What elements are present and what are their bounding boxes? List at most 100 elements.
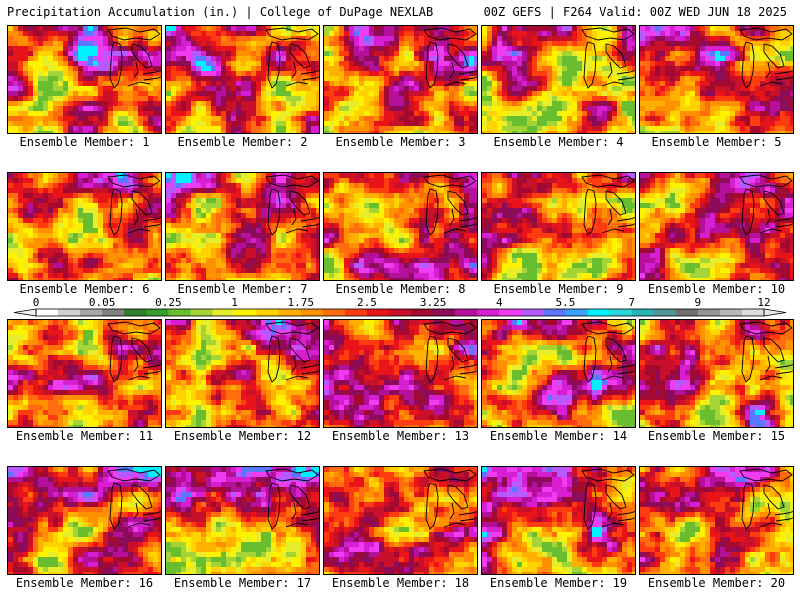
colorbar-swatch <box>455 309 478 316</box>
ensemble-member-map-15 <box>639 319 794 428</box>
ensemble-member-label: Ensemble Member: 5 <box>651 135 782 149</box>
precip-field <box>640 26 793 133</box>
precip-field <box>640 320 793 427</box>
precipitation-colorbar: 0 0.05 0.25 1 1.75 2.5 3.25 4 5.5 7 9 12 <box>13 296 787 317</box>
ensemble-member-map-12 <box>165 319 320 428</box>
colorbar-swatch <box>168 309 191 316</box>
precip-field <box>8 173 161 280</box>
ensemble-member-label: Ensemble Member: 7 <box>177 282 308 296</box>
great-lakes-outline <box>423 321 477 383</box>
ensemble-member-label: Ensemble Member: 19 <box>489 576 628 590</box>
great-lakes-outline <box>265 321 319 383</box>
precip-field <box>482 320 635 427</box>
ensemble-member-label: Ensemble Member: 20 <box>647 576 786 590</box>
colorbar-swatch <box>102 309 125 316</box>
ensemble-member-label: Ensemble Member: 6 <box>19 282 150 296</box>
ensemble-member-map-14 <box>481 319 636 428</box>
colorbar-swatch <box>300 309 324 316</box>
ensemble-member-label: Ensemble Member: 18 <box>331 576 470 590</box>
great-lakes-outline <box>581 321 635 383</box>
run-valid-time: 00Z GEFS | F264 Valid: 00Z WED JUN 18 20… <box>483 5 787 19</box>
colorbar-tick-label: 0 <box>33 296 40 309</box>
colorbar-swatch <box>675 309 699 316</box>
ensemble-member-map-11 <box>7 319 162 428</box>
colorbar-outline <box>35 308 765 317</box>
ensemble-member-label: Ensemble Member: 9 <box>493 282 624 296</box>
ensemble-member-map-1 <box>7 25 162 134</box>
precip-field <box>166 26 319 133</box>
ensemble-member-label: Ensemble Member: 16 <box>15 576 154 590</box>
colorbar-tick-label: 12 <box>757 296 770 309</box>
ensemble-member-label: Ensemble Member: 10 <box>647 282 786 296</box>
great-lakes-outline <box>265 468 319 530</box>
precip-field <box>640 467 793 574</box>
ensemble-member-label: Ensemble Member: 2 <box>177 135 308 149</box>
precip-field <box>640 173 793 280</box>
colorbar-swatch <box>543 309 566 316</box>
great-lakes-outline <box>423 468 477 530</box>
great-lakes-outline <box>107 321 161 383</box>
colorbar-swatch <box>411 309 434 316</box>
ensemble-member-map-17 <box>165 466 320 575</box>
precip-field <box>482 467 635 574</box>
colorbar-min-arrow <box>13 308 37 317</box>
colorbar-tick-label: 3.25 <box>420 296 447 309</box>
ensemble-member-label: Ensemble Member: 15 <box>647 429 786 443</box>
colorbar-swatch <box>256 309 279 316</box>
ensemble-member-label: Ensemble Member: 1 <box>19 135 150 149</box>
great-lakes-outline <box>423 174 477 236</box>
ensemble-member-map-8 <box>323 172 478 281</box>
precip-field <box>166 467 319 574</box>
ensemble-member-map-3 <box>323 25 478 134</box>
ensemble-member-map-18 <box>323 466 478 575</box>
colorbar-swatch <box>80 309 103 316</box>
colorbar-swatch <box>36 309 59 316</box>
great-lakes-outline <box>107 174 161 236</box>
ensemble-member-map-2 <box>165 25 320 134</box>
colorbar-swatch <box>58 309 81 316</box>
ensemble-member-map-4 <box>481 25 636 134</box>
colorbar-tick-label: 9 <box>695 296 702 309</box>
colorbar-swatch <box>653 309 677 316</box>
precip-field <box>324 467 477 574</box>
ensemble-member-map-7 <box>165 172 320 281</box>
colorbar-swatch <box>521 309 544 316</box>
colorbar-swatch <box>499 309 522 316</box>
ensemble-member-label: Ensemble Member: 17 <box>173 576 312 590</box>
colorbar-tick-label: 1.75 <box>287 296 314 309</box>
colorbar-swatch <box>631 309 654 316</box>
colorbar-swatch <box>234 309 257 316</box>
map-title: Precipitation Accumulation (in.) | Colle… <box>7 5 434 19</box>
colorbar-swatch <box>741 309 765 316</box>
colorbar-swatch <box>587 309 610 316</box>
precip-field <box>482 173 635 280</box>
ensemble-member-label: Ensemble Member: 12 <box>173 429 312 443</box>
colorbar-swatch <box>322 309 346 316</box>
precip-field <box>166 320 319 427</box>
great-lakes-outline <box>423 27 477 89</box>
precip-field <box>324 26 477 133</box>
ensemble-member-map-20 <box>639 466 794 575</box>
colorbar-tick-label: 7 <box>628 296 635 309</box>
ensemble-member-label: Ensemble Member: 4 <box>493 135 624 149</box>
great-lakes-outline <box>739 27 793 89</box>
great-lakes-outline <box>581 174 635 236</box>
colorbar-tick-label: 1 <box>231 296 238 309</box>
ensemble-member-label: Ensemble Member: 11 <box>15 429 154 443</box>
colorbar-tick-label: 2.5 <box>357 296 377 309</box>
great-lakes-outline <box>581 27 635 89</box>
ensemble-member-label: Ensemble Member: 3 <box>335 135 466 149</box>
colorbar-swatch <box>344 309 368 316</box>
colorbar-swatch <box>124 309 147 316</box>
colorbar-tick-label: 0.05 <box>89 296 116 309</box>
great-lakes-outline <box>739 468 793 530</box>
ensemble-member-map-6 <box>7 172 162 281</box>
ensemble-member-map-19 <box>481 466 636 575</box>
colorbar-swatch <box>190 309 213 316</box>
ensemble-member-label: Ensemble Member: 13 <box>331 429 470 443</box>
colorbar-swatch <box>477 309 500 316</box>
colorbar-swatch <box>278 309 302 316</box>
colorbar-max-arrow <box>763 308 787 317</box>
great-lakes-outline <box>265 27 319 89</box>
ensemble-member-map-13 <box>323 319 478 428</box>
